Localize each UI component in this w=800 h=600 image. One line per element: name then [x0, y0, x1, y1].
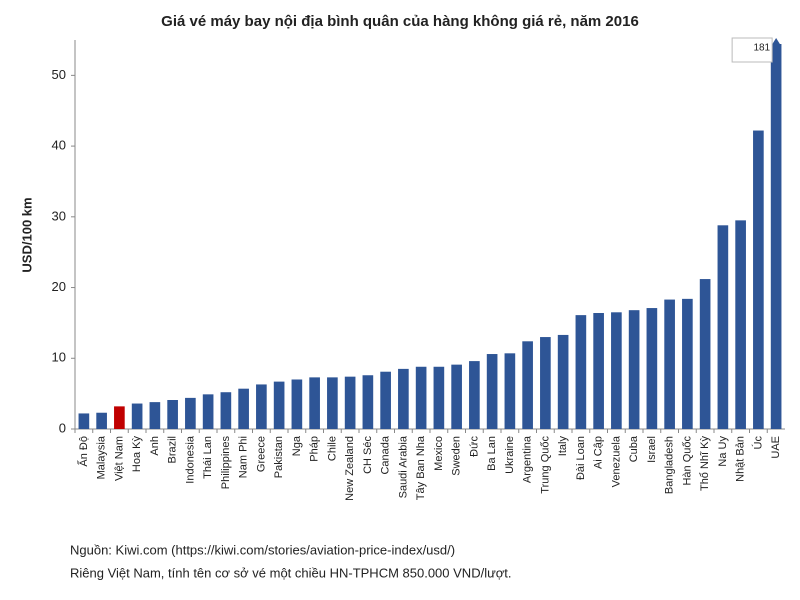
x-tick-label: Nam Phi [238, 436, 250, 478]
bar [149, 402, 161, 429]
x-tick-label: Hàn Quốc [681, 436, 693, 486]
bar [504, 353, 516, 429]
data-label-box [731, 37, 773, 63]
x-tick-label: Đài Loan [575, 436, 587, 480]
x-tick-label: Nga [291, 435, 303, 456]
bar [557, 334, 569, 429]
x-tick-label: Nhật Bản [735, 436, 747, 482]
x-tick-label: Pakistan [273, 436, 285, 478]
x-tick-label: Philippines [220, 436, 232, 490]
bar [202, 394, 214, 429]
bar [131, 403, 143, 429]
x-tick-label: Ai Cập [593, 436, 605, 469]
x-tick-label: Ba Lan [486, 436, 498, 471]
x-tick-label: Indonesia [184, 435, 196, 484]
x-tick-label: Thổ Nhĩ Kỳ [699, 436, 711, 492]
x-tick-label: Anh [149, 436, 161, 456]
bar [682, 298, 693, 429]
bar [451, 364, 462, 429]
bar [593, 313, 604, 429]
x-tick-label: Italy [557, 436, 569, 457]
x-tick-label: Canada [380, 435, 392, 474]
x-tick-label: Pháp [309, 436, 321, 462]
x-tick-label: Sweden [451, 436, 463, 476]
data-label: 181 [753, 43, 770, 54]
bars [78, 44, 782, 429]
x-tick-label: Đức [468, 436, 480, 457]
x-tick-label: Trung Quốc [539, 436, 551, 494]
x-tick-label: Thái Lan [202, 436, 214, 479]
bar [540, 337, 551, 429]
bar [628, 310, 640, 429]
bar [362, 375, 374, 429]
x-tick-label: Greece [255, 436, 267, 472]
bar [344, 376, 356, 429]
bar [114, 406, 125, 429]
bar [167, 400, 178, 429]
bar [753, 130, 764, 429]
bar [646, 308, 658, 429]
bar [220, 392, 232, 429]
bar [486, 354, 498, 429]
bar [735, 220, 746, 429]
bar [469, 361, 480, 429]
x-tick-label: Hoa Kỳ [131, 436, 143, 473]
bar [770, 44, 782, 429]
x-tick-label: Việt Nam [113, 436, 125, 481]
x-tick-label: Ukraine [504, 436, 516, 474]
y-tick-label: 30 [52, 208, 66, 223]
bar [185, 397, 196, 429]
bar [699, 279, 711, 429]
x-tick-label: Brazil [167, 436, 179, 464]
bar [78, 413, 90, 429]
bar [433, 366, 445, 429]
y-tick-label: 50 [52, 67, 66, 82]
bar [380, 371, 391, 429]
x-tick-label: Chile [326, 436, 338, 461]
y-tick-label: 10 [52, 350, 66, 365]
y-tick-label: 20 [52, 279, 66, 294]
x-tick-label: Ấn Độ [77, 436, 90, 467]
bar [238, 388, 249, 429]
bar [398, 368, 409, 429]
y-axis-label: USD/100 km [19, 197, 34, 272]
x-tick-label: Malaysia [96, 435, 108, 479]
bar [415, 366, 427, 429]
source-note: Nguồn: Kiwi.com (https://kiwi.com/storie… [70, 542, 455, 557]
bar [273, 381, 285, 429]
overflow-arrow [771, 38, 782, 46]
x-tick-label: Saudi Arabia [397, 435, 409, 498]
x-tick-label: Na Uy [717, 436, 729, 467]
y-tick-label: 0 [59, 420, 66, 435]
bar [96, 412, 107, 429]
x-tick-label: CH Séc [362, 436, 374, 474]
x-tick-label: Mexico [433, 436, 445, 471]
x-tick-label: New Zealand [344, 436, 356, 501]
x-tick-label: UAE [770, 436, 782, 459]
x-tick-label: Cuba [628, 435, 640, 462]
y-tick-label: 40 [52, 138, 66, 153]
chart-title: Giá vé máy bay nội địa bình quân của hàn… [161, 13, 639, 30]
bar [291, 379, 303, 429]
x-tick-label: Bangladesh [664, 436, 676, 494]
x-tick-label: Argentina [522, 435, 534, 483]
x-tick-label: Venezuela [610, 435, 622, 487]
x-tick-label: Úc [751, 436, 764, 450]
bar [717, 225, 729, 429]
x-tick-label: Tây Ban Nha [415, 435, 427, 500]
bar [611, 312, 622, 429]
bar [309, 377, 320, 429]
bar [256, 384, 267, 429]
x-tick-label: Israel [646, 436, 658, 463]
bar [575, 315, 587, 429]
source-note: Riêng Việt Nam, tính tên cơ sở vé một ch… [70, 565, 512, 580]
bar [327, 377, 338, 429]
bar [664, 299, 675, 429]
bar [522, 341, 533, 429]
